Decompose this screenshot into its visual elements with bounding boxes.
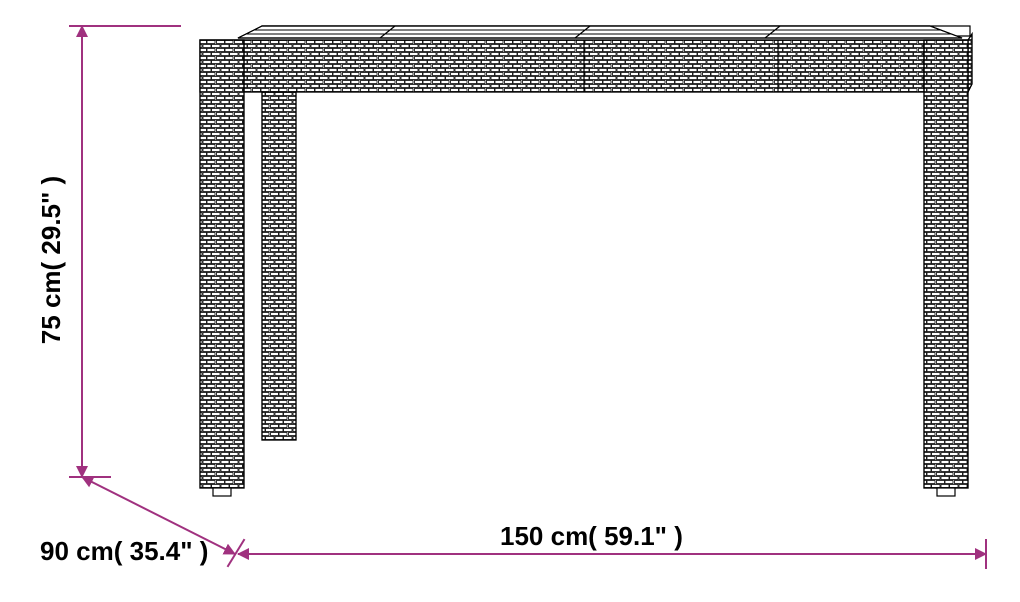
leg-front-left — [200, 40, 244, 496]
dim-height — [70, 26, 180, 477]
dimension-diagram: 75 cm( 29.5" ) 90 cm( 35.4" ) 150 cm( 59… — [0, 0, 1020, 602]
dim-height-label: 75 cm( 29.5" ) — [36, 176, 66, 344]
dim-width-label: 150 cm( 59.1" ) — [500, 521, 683, 551]
tabletop-slats — [238, 26, 962, 38]
table-drawing — [200, 26, 972, 496]
leg-front-right — [924, 40, 968, 496]
leg-back-left — [262, 70, 296, 440]
dim-depth-label: 90 cm( 35.4" ) — [40, 536, 208, 566]
